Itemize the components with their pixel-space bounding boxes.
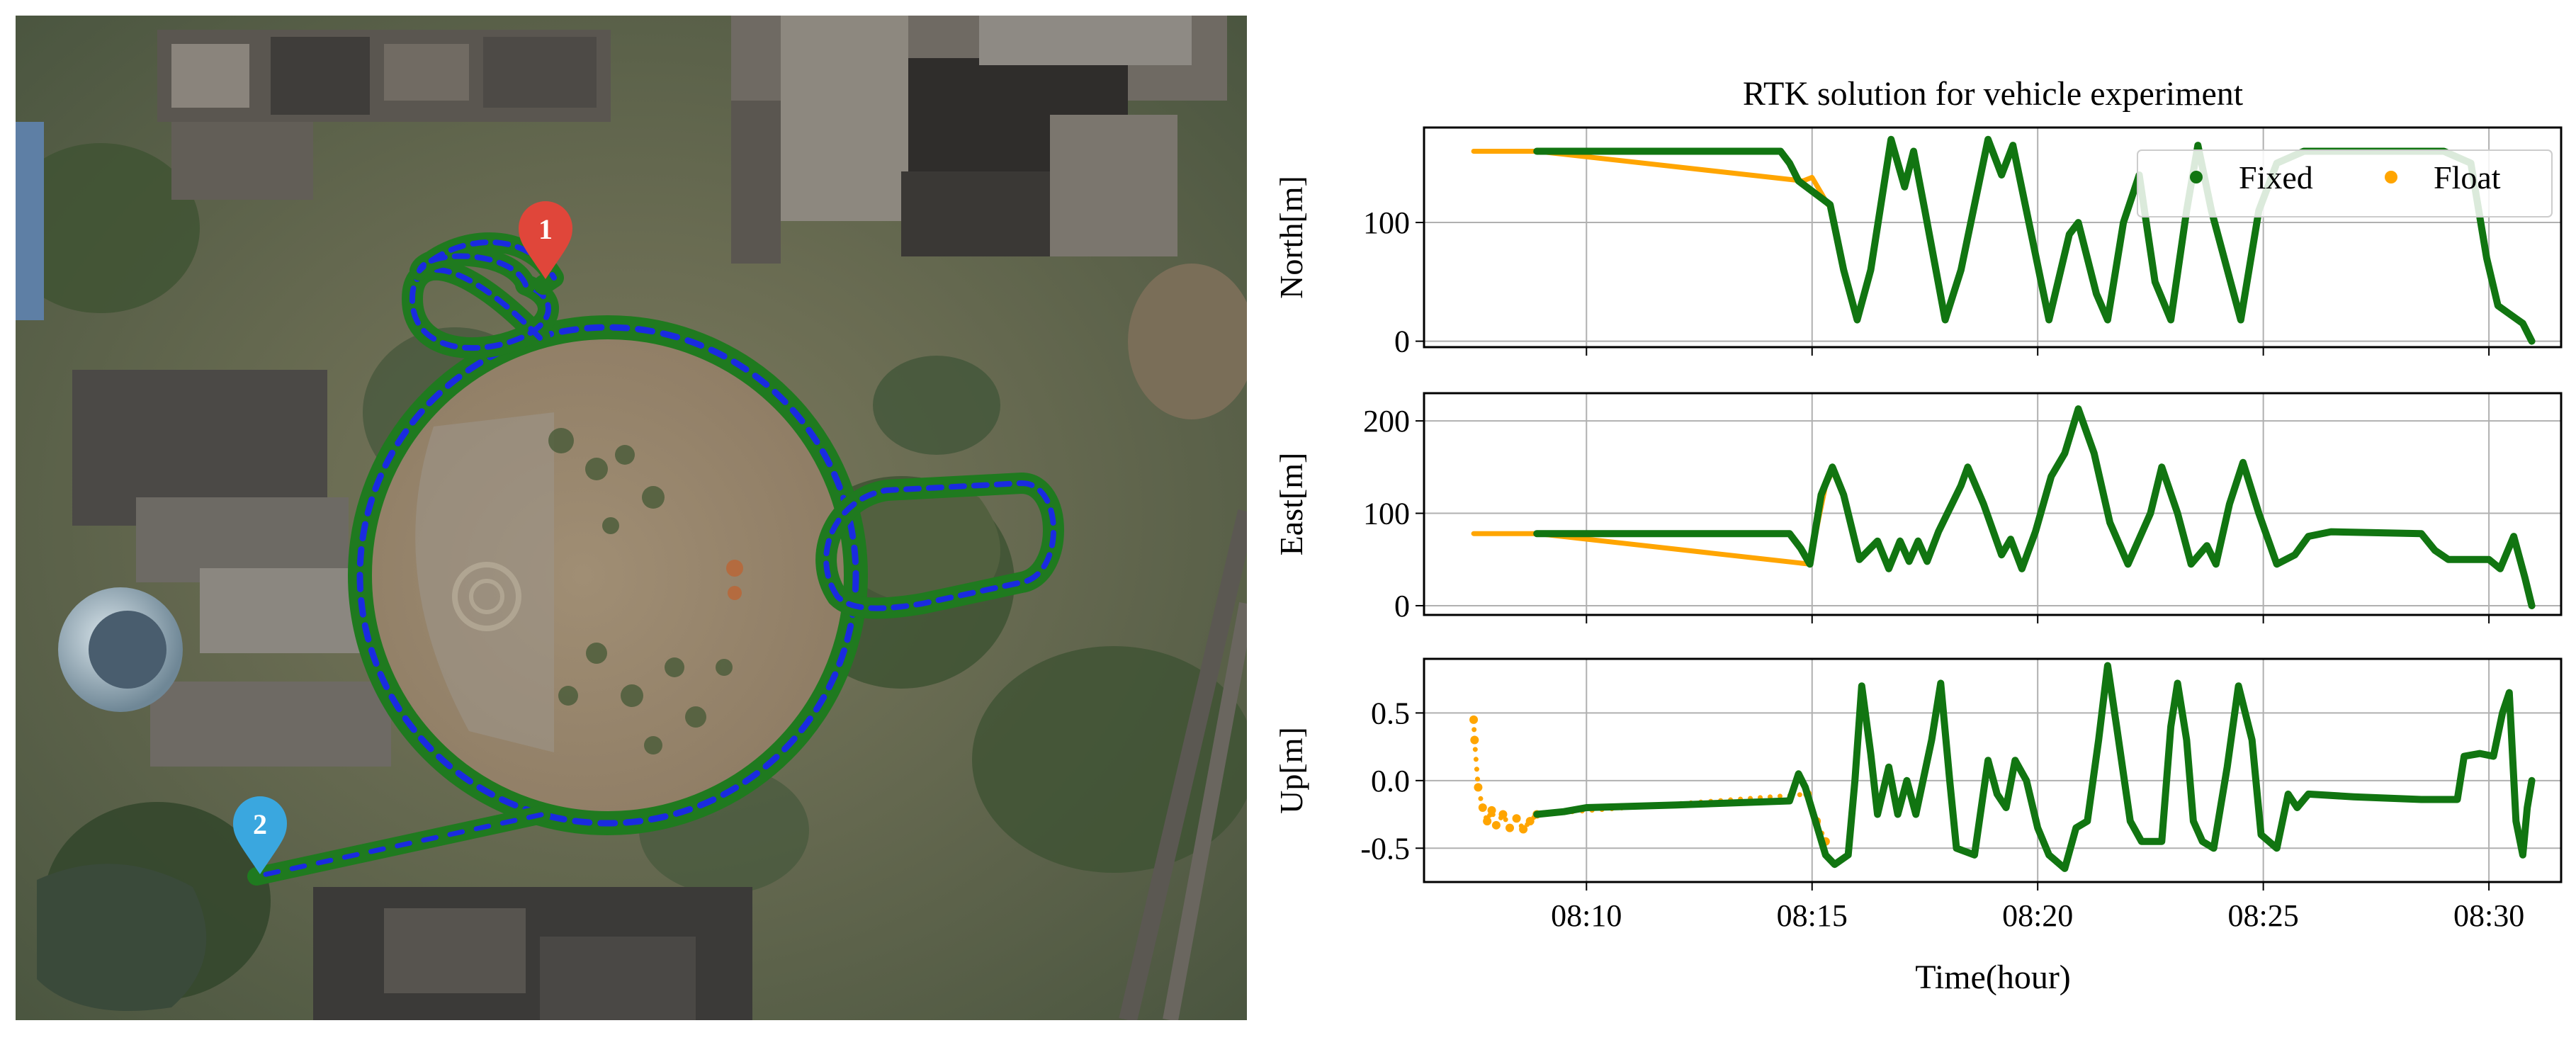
rtk-chart-panel: RTK solution for vehicle experiment 0 100… [1261, 0, 2576, 1036]
legend-label-float: Float [2434, 159, 2501, 196]
x-tick-label: 08:15 [1777, 898, 1848, 933]
chart-title: RTK solution for vehicle experiment [1743, 75, 2244, 113]
legend-marker-float [2385, 171, 2397, 183]
series-float [1471, 473, 1833, 567]
data-point-float [1470, 735, 1479, 745]
series-fixed [1533, 662, 2536, 872]
data-point-float [1498, 810, 1508, 819]
series-fixed [1533, 405, 2536, 609]
satellite-map: 1 2 [16, 16, 1247, 1020]
map-marker-2-label: 2 [253, 808, 267, 840]
y-tick-label: 0 [1394, 324, 1410, 359]
map-trajectory [247, 232, 1064, 886]
data-point-float [1491, 820, 1501, 830]
y-tick-label: 0.5 [1371, 696, 1410, 730]
legend-box [2137, 149, 2553, 217]
y-tick-label: 100 [1363, 205, 1410, 240]
data-point-float [1525, 817, 1535, 826]
x-tick-label: 08:30 [2453, 898, 2524, 933]
map-marker-1[interactable]: 1 [519, 201, 572, 279]
data-point-float [1478, 803, 1487, 812]
data-point-float [1506, 823, 1515, 832]
x-tick-label: 08:10 [1551, 898, 1622, 933]
chart-xlabel: Time(hour) [1915, 959, 2071, 996]
plot-frame [1423, 392, 2563, 616]
data-point-float [1512, 814, 1521, 823]
x-tick-label: 08:25 [2228, 898, 2299, 933]
y-tick-label: -0.5 [1360, 831, 1410, 866]
x-tick-label: 08:20 [2002, 898, 2073, 933]
y-axis-label: Up[m] [1273, 727, 1309, 814]
legend: Fixed Float [2137, 149, 2553, 217]
data-point-float [1483, 817, 1492, 826]
map-marker-2[interactable]: 2 [233, 796, 287, 874]
map-pond [37, 864, 207, 1011]
y-axis-label: North[m] [1273, 176, 1309, 299]
series-float [1471, 149, 1831, 208]
y-tick-label: 0 [1394, 589, 1410, 623]
y-tick-label: 0.0 [1371, 764, 1410, 798]
data-point-float [1469, 715, 1479, 724]
data-point-float [1487, 806, 1496, 815]
subplot-2: 0 100 200 East[m] [1273, 392, 2563, 623]
rtk-chart: RTK solution for vehicle experiment 0 100… [1273, 75, 2563, 996]
satellite-map-image: 1 2 [16, 16, 1247, 1020]
legend-label-fixed: Fixed [2239, 159, 2313, 196]
map-buildings [16, 16, 1247, 1020]
plot-frame [1423, 126, 2563, 349]
map-marker-1-label: 1 [538, 213, 553, 245]
legend-marker-fixed [2190, 171, 2203, 183]
subplot-3: -0.5 0.0 0.5 08:10 08:15 08:20 08:25 08:30 Up[m] [1273, 657, 2563, 933]
data-point-float [1519, 825, 1528, 834]
data-point-float [1474, 783, 1483, 792]
y-tick-label: 200 [1363, 404, 1410, 439]
y-tick-label: 100 [1363, 497, 1410, 531]
y-axis-label: East[m] [1273, 453, 1309, 556]
plot-frame [1423, 657, 2563, 883]
